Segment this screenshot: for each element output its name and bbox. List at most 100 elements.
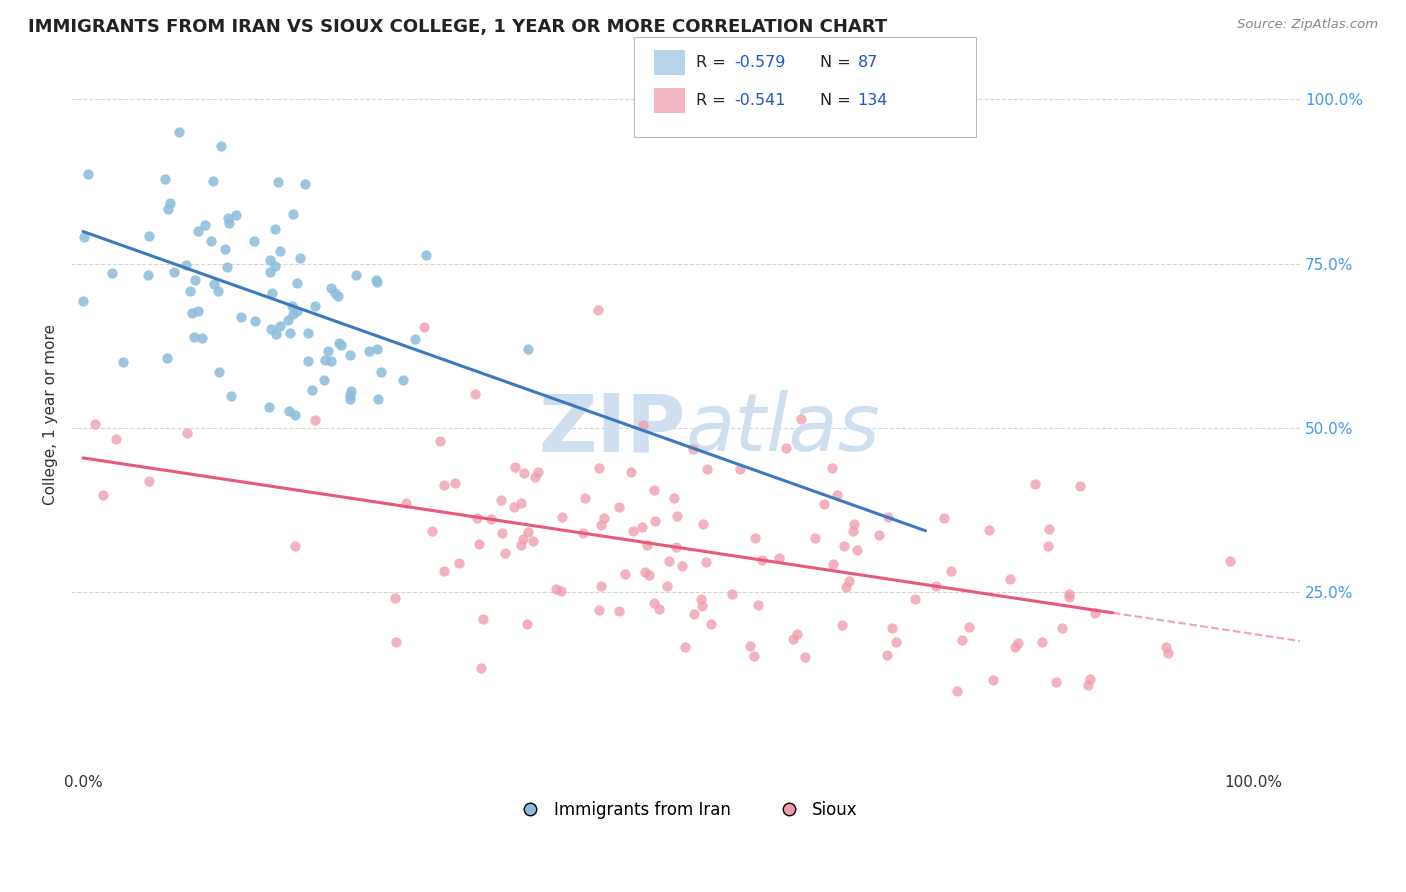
Text: -0.541: -0.541 <box>734 94 786 108</box>
Point <box>326 289 349 303</box>
Point <box>588 603 610 617</box>
Point <box>200 234 222 248</box>
Point <box>156 202 179 217</box>
Point <box>1078 672 1101 686</box>
Point <box>339 388 361 402</box>
Point <box>509 496 531 510</box>
Text: -0.579: -0.579 <box>734 55 786 70</box>
Point <box>77 168 100 182</box>
Point <box>301 384 323 398</box>
Point <box>465 511 488 525</box>
Point <box>281 307 304 321</box>
Point <box>924 579 946 593</box>
Point <box>621 524 644 538</box>
Point <box>215 260 238 274</box>
Point <box>700 617 723 632</box>
Point <box>359 344 381 359</box>
Point <box>159 196 181 211</box>
Point <box>83 417 105 431</box>
Point <box>1156 646 1178 660</box>
Point <box>384 591 406 606</box>
Point <box>572 525 595 540</box>
Point <box>932 511 955 525</box>
Point <box>304 413 326 427</box>
Point <box>72 294 94 309</box>
Point <box>290 252 312 266</box>
Point <box>167 125 190 139</box>
Point <box>267 175 290 189</box>
Point <box>655 579 678 593</box>
Point <box>479 511 502 525</box>
Point <box>665 541 688 555</box>
Point <box>187 224 209 238</box>
Point <box>491 525 513 540</box>
Point <box>73 229 96 244</box>
Point <box>367 392 389 406</box>
Point <box>283 207 305 221</box>
Point <box>793 649 815 664</box>
Point <box>664 491 686 505</box>
Point <box>191 331 214 345</box>
Point <box>637 568 659 582</box>
Point <box>262 285 284 300</box>
Point <box>447 556 470 570</box>
Point <box>721 587 744 601</box>
Point <box>804 531 827 545</box>
Point <box>443 475 465 490</box>
Point <box>404 332 426 346</box>
Point <box>209 139 232 153</box>
Point <box>304 299 326 313</box>
Point <box>467 537 489 551</box>
Point <box>868 528 890 542</box>
Point <box>312 373 335 387</box>
Point <box>620 465 643 479</box>
Point <box>101 266 124 280</box>
Point <box>277 313 299 327</box>
Text: ZIP: ZIP <box>538 390 686 468</box>
Point <box>153 172 176 186</box>
Point <box>187 304 209 318</box>
Point <box>957 620 980 634</box>
Point <box>832 540 855 554</box>
Text: atlas: atlas <box>686 390 880 468</box>
Point <box>1069 479 1091 493</box>
Point <box>631 417 654 432</box>
Text: IMMIGRANTS FROM IRAN VS SIOUX COLLEGE, 1 YEAR OR MORE CORRELATION CHART: IMMIGRANTS FROM IRAN VS SIOUX COLLEGE, 1… <box>28 18 887 36</box>
Point <box>225 209 247 223</box>
Point <box>643 483 665 498</box>
Point <box>790 411 813 425</box>
Point <box>838 574 860 589</box>
Point <box>522 534 544 549</box>
Point <box>285 277 308 291</box>
Point <box>370 365 392 379</box>
Point <box>586 302 609 317</box>
Point <box>472 612 495 626</box>
Point <box>179 284 201 298</box>
Point <box>1219 554 1241 568</box>
Point <box>395 496 418 510</box>
Point <box>510 538 533 552</box>
Point <box>339 348 361 362</box>
Point <box>136 268 159 283</box>
Point <box>546 582 568 596</box>
Point <box>728 462 751 476</box>
Point <box>433 478 456 492</box>
Point <box>214 242 236 256</box>
Point <box>516 616 538 631</box>
Point <box>775 442 797 456</box>
Point <box>138 229 160 244</box>
Point <box>384 634 406 648</box>
Point <box>744 531 766 545</box>
Point <box>981 673 1004 688</box>
Text: R =: R = <box>696 55 731 70</box>
Point <box>259 253 281 268</box>
Y-axis label: College, 1 year or more: College, 1 year or more <box>44 325 58 505</box>
Point <box>671 558 693 573</box>
Point <box>768 551 790 566</box>
Point <box>682 607 704 621</box>
Point <box>588 461 610 475</box>
Point <box>429 434 451 448</box>
Point <box>208 365 231 379</box>
Point <box>939 564 962 578</box>
Point <box>998 572 1021 586</box>
